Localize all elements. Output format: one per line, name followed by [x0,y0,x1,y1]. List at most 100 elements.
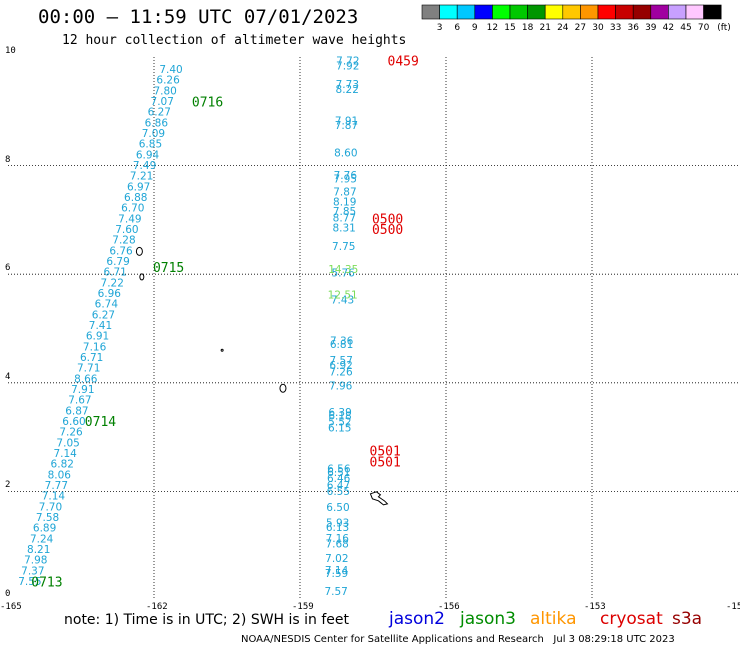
y-tick-label: 2 [5,480,11,491]
legend-jason2: jason2 [389,609,445,629]
colorbar-label: 45 [680,23,691,33]
swh-observation: 7.58 [36,512,59,524]
credit-timestamp: Jul 3 08:29:18 UTC 2023 [553,634,675,645]
credit-text: NOAA/NESDIS Center for Satellite Applica… [241,634,544,645]
swh-observation: 6.71 [103,267,126,279]
swh-observation: 7.49 [118,213,141,225]
swh-observation: 7.67 [68,395,91,407]
swh-observation: 5.76 [331,268,355,280]
pass-time-label: 0501 [370,456,401,471]
swh-observation: 7.36 [330,335,354,347]
swh-observation: 6.51 [327,467,350,479]
swh-observation: 6.96 [98,288,122,300]
swh-observation: 6.82 [51,459,74,471]
island [279,383,287,393]
swh-observation: 7.21 [130,171,153,183]
y-tick-label: 4 [5,371,11,382]
credit-line: NOAA/NESDIS Center for Satellite Applica… [241,634,675,645]
colorbar-label: 3 [437,23,443,33]
swh-observation: 7.07 [151,96,174,108]
swh-observation: 7.60 [115,224,138,236]
x-tick-label: -162 [146,602,168,612]
swh-observation: 7.49 [133,160,156,172]
colorbar-label: 36 [627,23,639,33]
swh-observation: 7.16 [326,533,350,545]
swh-observation: 7.87 [335,120,358,132]
swh-observation: 6.91 [86,331,109,343]
colorbar-label: 6 [454,23,460,33]
colorbar: 3 6 9 12 15 18 21 24 27 30 33 36 39 42 45 70 (ft) [421,4,731,33]
swh-observation: 8.06 [48,469,72,481]
swh-observation: 6.86 [145,117,169,129]
colorbar-label: 30 [592,23,604,33]
colorbar-label: 15 [504,23,515,33]
colorbar-label: 12 [487,23,498,33]
swh-observation: 7.28 [112,235,135,247]
swh-observation: 7.57 [330,355,353,367]
swh-observation: 7.85 [333,206,356,218]
swh-observation: 7.73 [336,79,359,91]
swh-observation: 7.91 [335,116,358,128]
legend-jason3: jason3 [460,609,516,629]
y-tick-label: 10 [5,46,16,56]
colorbar-label: 70 [698,23,710,33]
swh-observation: 7.98 [24,555,47,567]
swh-observation: 6.56 [327,464,351,476]
swh-observation: 7.14 [53,448,77,460]
swh-observation: 7.70 [39,501,62,513]
swh-observation: 7.95 [334,174,357,186]
swh-observation: 7.71 [77,363,100,375]
swh-observation: 7.87 [333,187,356,199]
swh-observation: 8.21 [27,544,50,556]
chart-title: 00:00 — 11:59 UTC 07/01/2023 [38,6,359,28]
swh-observation: 6.50 [326,502,349,514]
swh-observation: 6.18 [328,410,351,422]
legend-s3a: s3a [672,609,703,629]
map-grid [8,57,738,600]
swh-observation: 7.68 [325,539,348,551]
swh-observation: 7.26 [329,366,353,378]
swh-observation: 7.91 [71,384,94,396]
pass-time-label: 0500 [372,223,403,238]
swh-observation: 5.93 [326,517,349,529]
swh-observation: 8.22 [336,84,359,96]
pass-time-label: 0500 [372,212,403,227]
swh-observation: 7.40 [159,64,182,76]
swh-observation: 7.09 [142,128,165,140]
swh-observation: 7.16 [83,341,107,353]
x-tick-label: -156 [438,602,460,612]
colorbar-label: 18 [522,23,534,33]
colorbar-label: 21 [539,23,550,33]
swh-observation: 6.60 [62,416,85,428]
colorbar-label: 39 [645,23,657,33]
island-outlines [135,246,389,506]
y-tick-label: 0 [5,589,11,599]
swh-observation: 8.60 [334,148,357,160]
swh-observation: 6.88 [124,192,147,204]
swh-observation: 8.77 [333,213,356,225]
swh-observation: 6.47 [327,480,350,492]
swh-observation: 7.76 [334,170,358,182]
pass-time-label: 0715 [153,261,184,276]
swh-observation: 6.26 [156,75,180,87]
swh-observation: 5.52 [328,416,351,428]
swh-observation: 6.76 [109,245,133,257]
swh-observation: 6.79 [106,256,129,268]
colorbar-label: 24 [557,23,569,33]
swh-observation: 7.72 [336,55,359,67]
colorbar-swatch [703,4,722,20]
swh-observation: 6.55 [327,486,350,498]
swh-observation: 6.71 [80,352,103,364]
swh-observation: 7.26 [59,427,83,439]
island [135,246,143,256]
footer-note: note: 1) Time is in UTC; 2) SWH is in fe… [64,612,350,628]
swh-observation: 7.57 [324,586,347,598]
swh-observation: 7.02 [325,553,348,565]
swh-observation: 6.39 [328,407,351,419]
swh-observation: 6.92 [329,360,352,372]
swh-observation: 7.59 [325,568,348,580]
pass-time-label: 0714 [85,415,116,430]
pass-time-label: 0713 [31,576,62,591]
swh-observation: 7.24 [30,533,54,545]
